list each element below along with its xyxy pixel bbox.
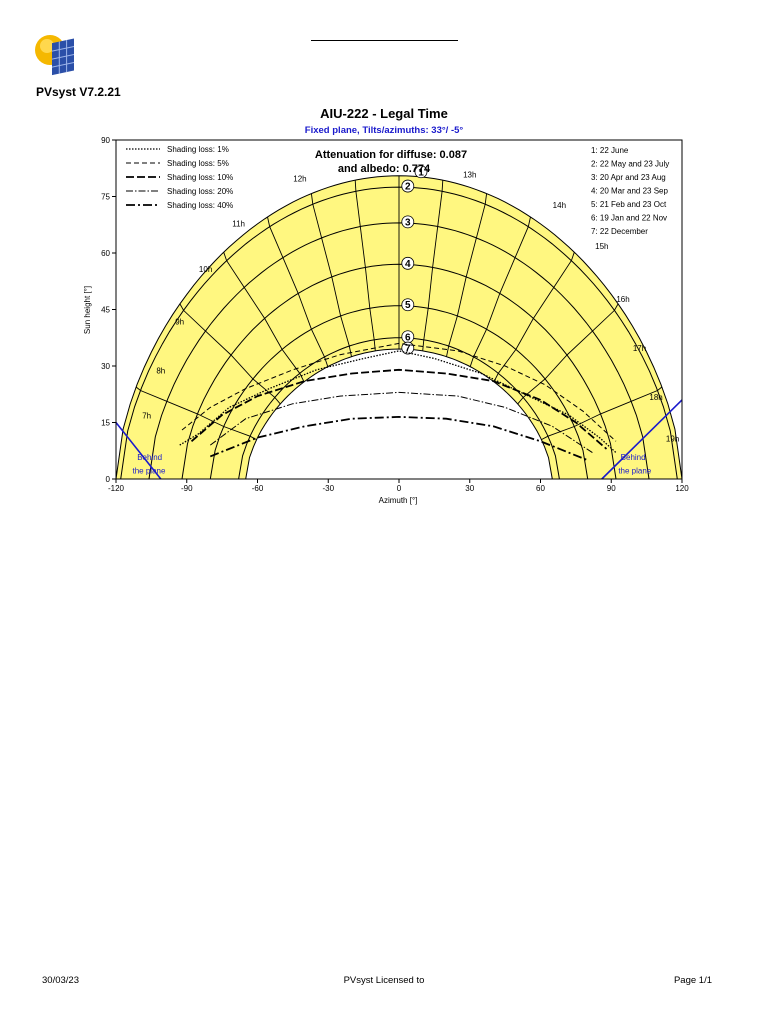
hour-line-9h bbox=[223, 252, 305, 383]
x-tick-label-0: 0 bbox=[397, 484, 402, 493]
x-axis-label: Azimuth [°] bbox=[379, 496, 418, 505]
hour-label-17h: 17h bbox=[633, 344, 646, 353]
behind-plane-label-left-line2: the plane bbox=[133, 466, 166, 475]
attenuation-diffuse: Attenuation for diffuse: 0.087 bbox=[315, 149, 467, 161]
x-tick-label--120: -120 bbox=[108, 484, 125, 493]
hour-line-8h bbox=[179, 303, 281, 405]
shading-curve-2 bbox=[190, 368, 608, 450]
path-marker-5 bbox=[401, 298, 415, 312]
chart-subtitle: Fixed plane, Tilts/azimuths: 33°/ -5° bbox=[304, 125, 464, 136]
x-tick-label-120: 120 bbox=[675, 484, 689, 493]
hour-line-15h bbox=[446, 193, 488, 357]
x-tick-label-60: 60 bbox=[536, 484, 545, 493]
shading-legend-label-4: Shading loss: 40% bbox=[167, 201, 233, 210]
hour-label-8h: 8h bbox=[156, 367, 165, 376]
path-marker-label-1: 1 bbox=[418, 167, 424, 178]
shading-curve-0 bbox=[179, 350, 617, 454]
path-marker-label-4: 4 bbox=[405, 259, 411, 270]
y-tick-label-90: 90 bbox=[101, 136, 110, 145]
pvsyst-logo-icon bbox=[35, 35, 74, 76]
date-legend-entry-2: 2: 22 May and 23 July bbox=[591, 160, 669, 169]
y-tick-label-0: 0 bbox=[106, 475, 111, 484]
hour-label-11h: 11h bbox=[232, 220, 245, 229]
y-axis-label: Sun height [°] bbox=[83, 286, 92, 334]
behind-plane-line-left bbox=[115, 422, 162, 480]
shading-legend-label-1: Shading loss: 5% bbox=[167, 159, 229, 168]
y-tick-label-60: 60 bbox=[101, 249, 110, 258]
behind-plane-line-right bbox=[601, 399, 683, 480]
date-legend-entry-1: 1: 22 June bbox=[591, 146, 629, 155]
hour-label-15h: 15h bbox=[595, 242, 608, 251]
shading-legend-label-0: Shading loss: 1% bbox=[167, 145, 229, 154]
path-marker-3 bbox=[401, 215, 415, 229]
date-legend-entry-7: 7: 22 December bbox=[591, 227, 648, 236]
shading-legend-label-3: Shading loss: 20% bbox=[167, 187, 233, 196]
x-tick-label-30: 30 bbox=[465, 484, 474, 493]
hour-line-11h bbox=[310, 193, 352, 357]
x-tick-label-90: 90 bbox=[607, 484, 616, 493]
header-divider bbox=[311, 40, 458, 41]
hour-label-19h: 19h bbox=[666, 434, 679, 443]
hour-label-16h: 16h bbox=[616, 295, 629, 304]
shading-curve-3 bbox=[210, 391, 593, 454]
hour-line-7h bbox=[135, 386, 257, 441]
path-marker-2 bbox=[401, 179, 415, 193]
hour-line-14h bbox=[422, 180, 444, 351]
footer-date: 30/03/23 bbox=[42, 975, 79, 986]
behind-plane-label-right-line2: the plane bbox=[618, 466, 651, 475]
path-marker-label-6: 6 bbox=[405, 332, 411, 343]
path-marker-4 bbox=[401, 256, 415, 270]
path-marker-label-2: 2 bbox=[405, 182, 411, 193]
app-version: PVsyst V7.2.21 bbox=[36, 85, 121, 99]
hour-line-10h bbox=[267, 216, 329, 367]
footer-license: PVsyst Licensed to bbox=[343, 975, 425, 986]
shading-curve-4 bbox=[209, 415, 589, 462]
hour-line-17h bbox=[493, 252, 575, 383]
hour-label-13h: 13h bbox=[463, 171, 476, 180]
y-tick-label-45: 45 bbox=[101, 306, 110, 315]
hour-line-12h bbox=[354, 180, 376, 351]
hour-line-18h bbox=[517, 303, 619, 405]
x-tick-label--90: -90 bbox=[181, 484, 193, 493]
path-marker-label-7: 7 bbox=[405, 344, 411, 355]
path-marker-label-3: 3 bbox=[405, 217, 411, 228]
date-legend-entry-4: 4: 20 Mar and 23 Sep bbox=[591, 187, 668, 196]
behind-plane-label-right-line1: Behind bbox=[621, 453, 646, 462]
footer-page-number: Page 1/1 bbox=[673, 975, 712, 986]
x-tick-label--60: -60 bbox=[252, 484, 264, 493]
shading-curve-1 bbox=[181, 342, 617, 442]
hour-label-18h: 18h bbox=[649, 393, 662, 402]
y-tick-label-30: 30 bbox=[101, 362, 110, 371]
hour-label-7h: 7h bbox=[142, 412, 151, 421]
chart-title: AIU-222 - Legal Time bbox=[320, 106, 448, 121]
hour-label-10h: 10h bbox=[199, 265, 212, 274]
date-legend-entry-5: 5: 21 Feb and 23 Oct bbox=[591, 200, 667, 209]
y-tick-label-15: 15 bbox=[101, 419, 110, 428]
attenuation-albedo: and albedo: 0.774 bbox=[338, 163, 431, 175]
y-tick-label-75: 75 bbox=[101, 193, 110, 202]
hour-line-19h bbox=[541, 386, 663, 441]
hour-label-14h: 14h bbox=[553, 201, 566, 210]
hour-label-12h: 12h bbox=[293, 174, 306, 183]
hour-line-16h bbox=[469, 216, 531, 367]
shading-legend-label-2: Shading loss: 10% bbox=[167, 173, 233, 182]
date-legend-entry-6: 6: 19 Jan and 22 Nov bbox=[591, 214, 667, 223]
date-legend-entry-3: 3: 20 Apr and 23 Aug bbox=[591, 173, 666, 182]
path-marker-1 bbox=[414, 165, 428, 179]
path-marker-label-5: 5 bbox=[405, 300, 411, 311]
x-tick-label--30: -30 bbox=[322, 484, 334, 493]
hour-label-9h: 9h bbox=[175, 318, 184, 327]
behind-plane-label-left-line1: Behind bbox=[137, 453, 162, 462]
